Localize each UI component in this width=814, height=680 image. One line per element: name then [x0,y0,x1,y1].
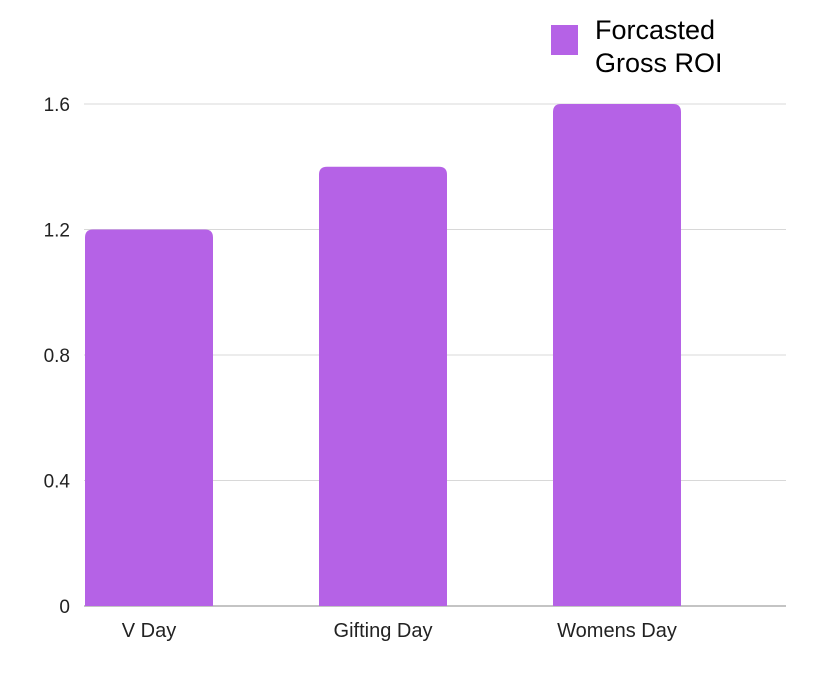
y-axis-ticks: 0 0.4 0.8 1.2 1.6 [44,95,71,618]
x-category-label: Womens Day [557,620,677,642]
y-tick-label: 0.8 [44,346,70,367]
bar-womens-day [553,104,681,606]
legend: Forcasted Gross ROI [551,14,755,80]
x-category-label: V Day [122,620,176,642]
y-tick-label: 1.2 [44,221,70,242]
y-tick-label: 0 [59,597,70,618]
legend-label: Forcasted Gross ROI [595,15,723,78]
y-tick-label: 1.6 [44,95,70,116]
y-tick-label: 0.4 [44,472,71,493]
x-category-label: Gifting Day [334,620,433,642]
bar-v-day [85,229,213,606]
bar-gifting-day [319,166,447,606]
legend-swatch [551,25,578,55]
x-axis-categories: V Day Gifting Day Womens Day [122,620,677,642]
bars [85,104,681,606]
